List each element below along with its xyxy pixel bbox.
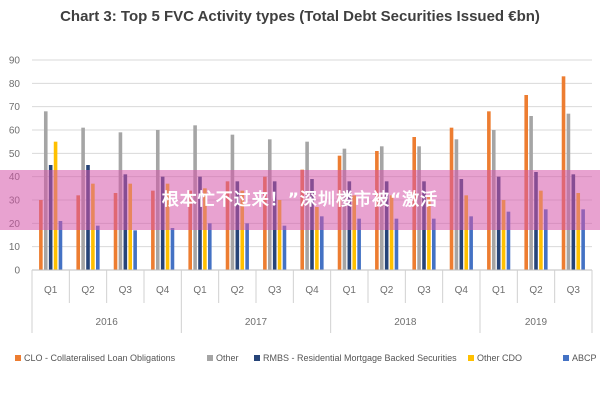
bar [76,195,80,270]
bar [133,230,137,270]
bar [544,209,548,270]
bar [170,228,175,270]
legend-swatch [207,355,213,361]
x-tick-label: Q2 [81,285,95,296]
bar [432,218,436,270]
bar [113,193,118,270]
bar [506,211,511,270]
x-tick-label: Q2 [380,285,394,296]
y-tick-label: 70 [9,102,21,113]
x-tick-label: Q4 [156,285,170,296]
x-tick-label: Q3 [119,285,133,296]
x-tick-label: Q1 [44,285,58,296]
legend-label: Other CDO [477,353,522,363]
bar [245,223,249,270]
legend-label: RMBS - Residential Mortgage Backed Secur… [263,353,457,363]
watermark-banner: 根本忙不过来！”深圳楼市被“激活 [0,170,600,230]
legend: CLO - Collateralised Loan Obligations Oth… [15,353,597,363]
chart-title: Chart 3: Top 5 FVC Activity types (Total… [60,8,540,25]
bar [208,223,212,270]
bar [151,190,155,270]
y-tick-label: 60 [9,126,21,137]
bar [188,190,192,270]
bar [427,195,431,270]
x-tick-label: Q2 [529,285,543,296]
legend-label: CLO - Collateralised Loan Obligations [24,353,176,363]
x-group-label: 2017 [245,317,268,328]
legend-swatch [254,355,260,361]
bar [469,216,473,270]
x-tick-label: Q1 [492,285,506,296]
x-tick-label: Q3 [417,285,431,296]
bar [352,195,357,270]
x-tick-label: Q2 [231,285,245,296]
legend-swatch [15,355,21,361]
bar [240,190,245,270]
bar [501,200,506,270]
y-tick-label: 80 [9,79,21,90]
bar [282,225,287,270]
bar [39,200,43,270]
x-group-label: 2019 [525,317,548,328]
bar [539,190,543,270]
x-tick-label: Q4 [455,285,469,296]
legend-swatch [468,355,474,361]
bar [581,209,585,270]
watermark-text: 根本忙不过来！”深圳楼市被“激活 [161,190,439,210]
bar [394,218,399,270]
bar [58,221,63,270]
legend-swatch [563,355,569,361]
legend-label: Other [216,353,239,363]
bar [315,207,319,270]
x-tick-label: Q4 [305,285,319,296]
bar [576,193,581,270]
y-tick-label: 50 [9,149,21,160]
y-tick-label: 10 [9,242,21,253]
x-tick-label: Q1 [343,285,357,296]
bar [277,200,282,270]
bar [96,225,100,270]
y-tick-label: 90 [9,56,21,67]
x-tick-label: Q3 [268,285,282,296]
x-tick-label: Q1 [193,285,207,296]
legend-label: ABCP [572,353,597,363]
bar [464,195,469,270]
y-tick-label: 0 [14,266,20,277]
x-tick-label: Q3 [567,285,581,296]
bar [320,216,324,270]
x-group-label: 2018 [394,317,417,328]
bar [389,195,394,270]
x-group-label: 2016 [96,317,119,328]
bar [357,218,361,270]
